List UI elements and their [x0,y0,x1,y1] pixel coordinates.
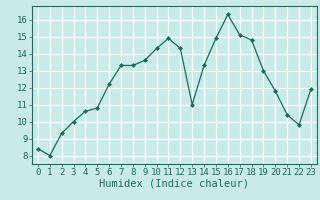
X-axis label: Humidex (Indice chaleur): Humidex (Indice chaleur) [100,179,249,189]
